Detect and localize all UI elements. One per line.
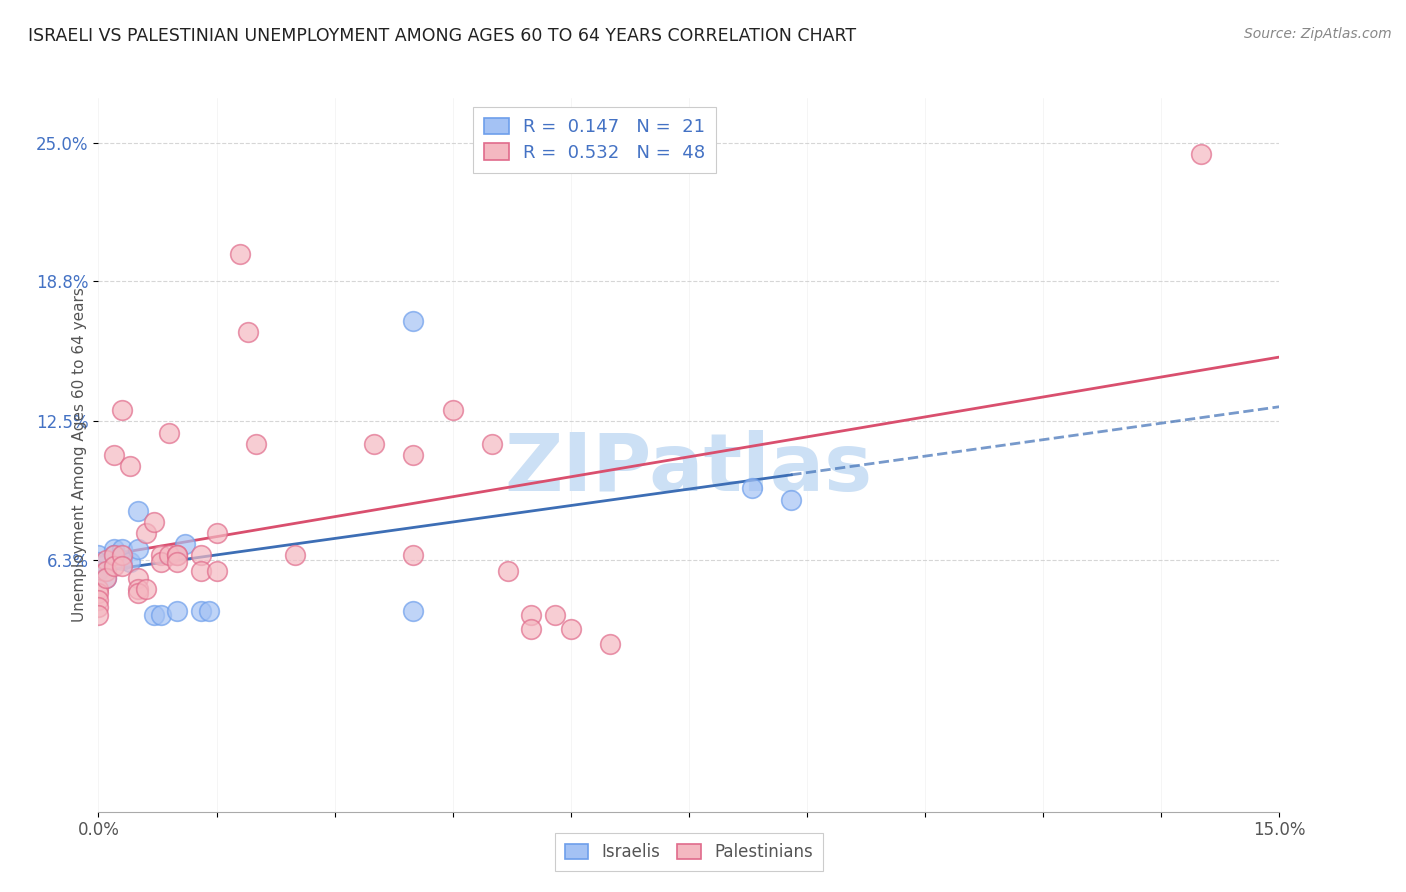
Point [103, 541, 125, 556]
Point [111, 552, 134, 567]
Point [87, 592, 110, 607]
Point [520, 608, 543, 623]
Point [111, 548, 134, 563]
Point [96, 571, 118, 585]
Text: ZIPatlas: ZIPatlas [505, 430, 873, 508]
Point [103, 559, 125, 574]
Point [481, 436, 503, 450]
Point [103, 548, 125, 563]
Point [87, 608, 110, 623]
Point [150, 548, 173, 563]
Point [87, 582, 110, 596]
Point [245, 436, 267, 450]
Point [118, 555, 141, 569]
Point [166, 548, 188, 563]
Point [157, 548, 180, 563]
Point [142, 515, 165, 529]
Point [87, 586, 110, 600]
Text: ISRAELI VS PALESTINIAN UNEMPLOYMENT AMONG AGES 60 TO 64 YEARS CORRELATION CHART: ISRAELI VS PALESTINIAN UNEMPLOYMENT AMON… [28, 27, 856, 45]
Point [127, 582, 149, 596]
Point [190, 604, 212, 618]
Point [236, 325, 259, 339]
Point [402, 548, 425, 563]
Point [142, 608, 165, 623]
Point [190, 564, 212, 578]
Point [166, 555, 188, 569]
Point [135, 582, 157, 596]
Point [87, 555, 110, 569]
Point [363, 436, 385, 450]
Point [96, 552, 118, 567]
Point [150, 555, 173, 569]
Point [111, 559, 134, 574]
Point [520, 622, 543, 636]
Legend: Israelis, Palestinians: Israelis, Palestinians [555, 833, 823, 871]
Point [127, 571, 149, 585]
Point [103, 548, 125, 563]
Point [96, 571, 118, 585]
Point [96, 564, 118, 578]
Point [599, 637, 621, 651]
Point [780, 492, 803, 507]
Point [150, 608, 173, 623]
Point [205, 564, 228, 578]
Point [127, 586, 149, 600]
Point [190, 548, 212, 563]
Point [741, 482, 763, 496]
Point [560, 622, 582, 636]
Point [441, 403, 464, 417]
Point [135, 526, 157, 541]
Point [229, 247, 252, 261]
Point [205, 526, 228, 541]
Point [111, 541, 134, 556]
Point [402, 604, 425, 618]
Point [118, 459, 141, 474]
Text: Source: ZipAtlas.com: Source: ZipAtlas.com [1244, 27, 1392, 41]
Point [496, 564, 519, 578]
Point [87, 599, 110, 614]
Point [284, 548, 307, 563]
Point [166, 604, 188, 618]
Point [127, 541, 149, 556]
Point [103, 448, 125, 462]
Point [174, 537, 197, 551]
Point [166, 548, 188, 563]
Y-axis label: Unemployment Among Ages 60 to 64 years: Unemployment Among Ages 60 to 64 years [72, 287, 87, 623]
Point [157, 425, 180, 440]
Point [87, 548, 110, 563]
Point [197, 604, 219, 618]
Point [127, 503, 149, 517]
Point [1189, 146, 1212, 161]
Point [544, 608, 567, 623]
Point [402, 314, 425, 328]
Point [111, 403, 134, 417]
Point [402, 448, 425, 462]
Point [87, 564, 110, 578]
